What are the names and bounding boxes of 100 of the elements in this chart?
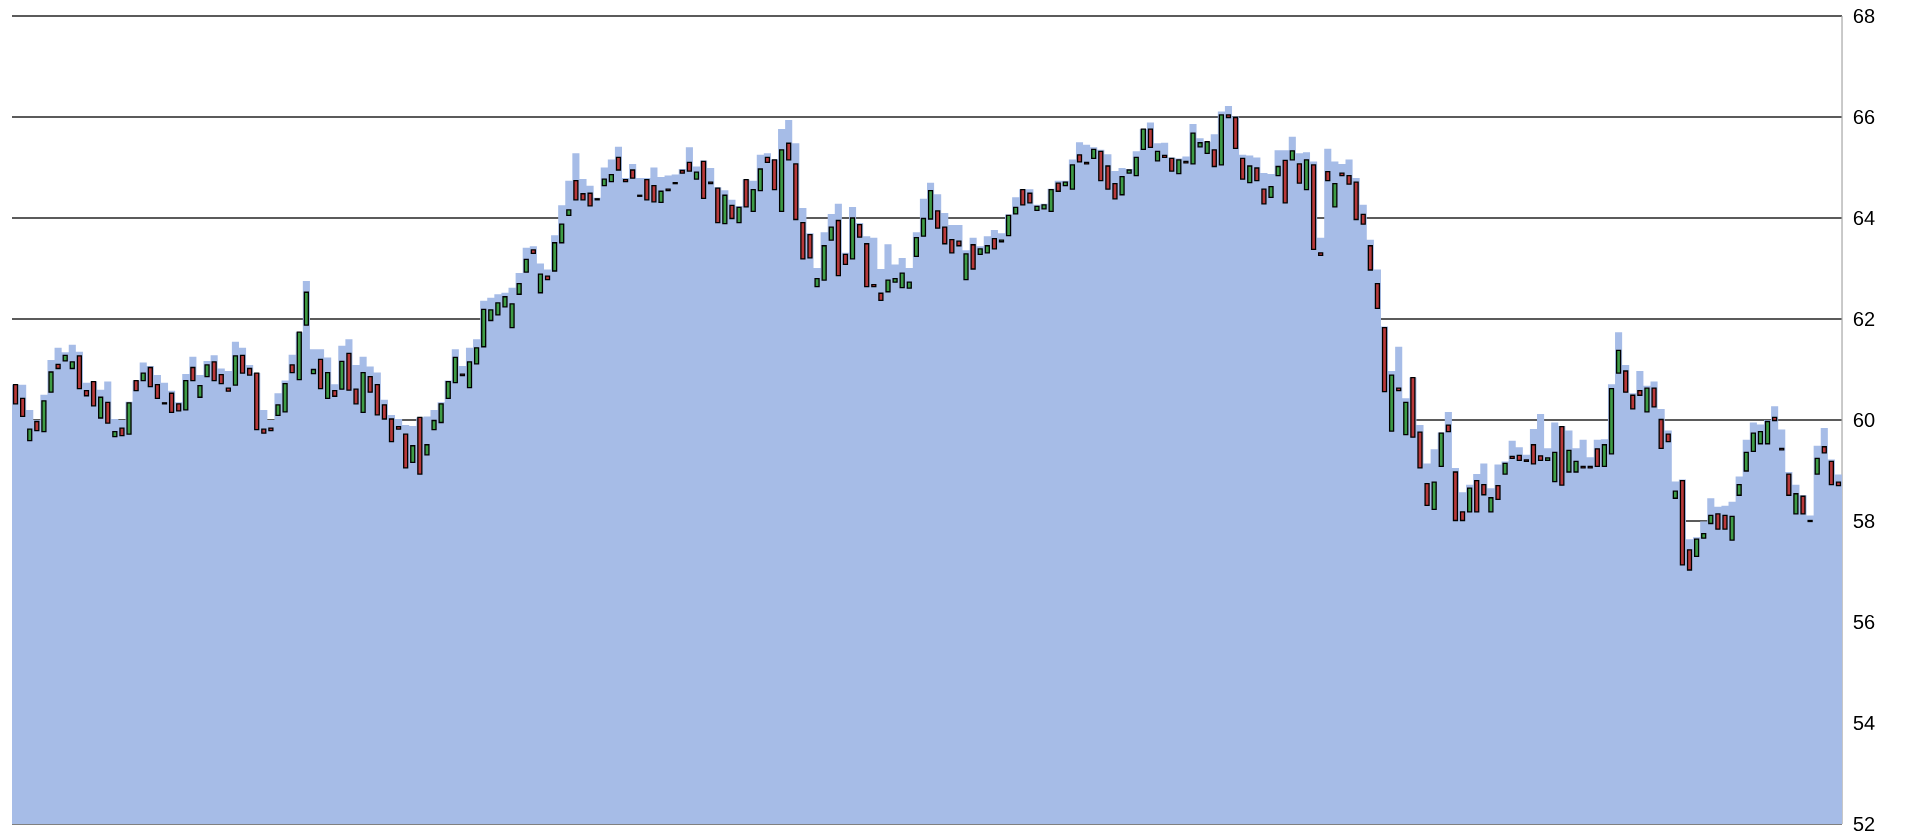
candlestick (1502, 462, 1508, 475)
candlestick (239, 354, 246, 374)
candlestick (864, 243, 870, 288)
candlestick (1133, 156, 1139, 177)
candlestick (615, 156, 622, 171)
candlestick (665, 188, 671, 192)
candlestick (1240, 157, 1246, 180)
candlestick (83, 390, 90, 397)
candlestick (906, 281, 912, 289)
y-tick-label: 56 (1853, 614, 1875, 630)
candlestick (168, 392, 175, 414)
candlestick (856, 223, 863, 238)
candlestick (786, 142, 792, 161)
candlestick (325, 371, 331, 399)
candlestick (913, 237, 920, 258)
candlestick (757, 168, 763, 192)
candlestick (1587, 465, 1593, 469)
candlestick (977, 248, 983, 256)
candlestick (261, 428, 267, 434)
candlestick (1126, 169, 1132, 174)
candlestick (1594, 448, 1600, 468)
candlestick (1814, 457, 1820, 475)
candlestick (112, 430, 118, 438)
candlestick (424, 444, 430, 456)
candlestick (559, 223, 565, 244)
candlestick (523, 258, 529, 273)
candlestick (637, 194, 643, 197)
candlestick (1310, 164, 1317, 250)
candlestick (1552, 451, 1558, 483)
candlestick (1693, 538, 1700, 557)
candlestick (388, 418, 395, 443)
candlestick (1821, 446, 1827, 454)
candlestick (1282, 159, 1288, 204)
candlestick (835, 219, 841, 277)
candlestick (303, 291, 309, 326)
candlestick (374, 383, 380, 416)
candlestick (147, 366, 153, 388)
candlestick (1069, 164, 1076, 190)
candlestick (1303, 159, 1310, 191)
candlestick (403, 433, 409, 469)
candlestick (41, 400, 47, 433)
candlestick (27, 428, 33, 442)
candlestick (1530, 444, 1537, 465)
candlestick (1098, 150, 1104, 182)
candlestick (601, 178, 607, 187)
candlestick (927, 190, 934, 220)
candlestick (1055, 182, 1061, 192)
candlestick (544, 275, 551, 281)
candlestick (12, 383, 19, 405)
candlestick (98, 396, 104, 419)
candlestick (1140, 128, 1146, 150)
candlestick (1211, 149, 1217, 168)
candlestick (1204, 141, 1210, 154)
candlestick (594, 198, 600, 201)
candlestick (871, 284, 877, 288)
y-tick-label: 62 (1853, 311, 1875, 327)
candlestick (1658, 418, 1664, 449)
candlestick (1062, 181, 1068, 187)
candlestick (1424, 482, 1430, 506)
candlestick (34, 420, 40, 432)
candlestick (991, 238, 998, 250)
candlestick (225, 387, 231, 392)
candlestick (268, 427, 274, 432)
candlestick (395, 425, 402, 430)
candlestick (133, 379, 139, 392)
candlestick (1835, 481, 1842, 487)
candlestick (793, 163, 799, 221)
candlestick (942, 226, 948, 245)
candlestick (332, 390, 338, 397)
y-tick-label: 68 (1853, 8, 1875, 24)
candlestick (1076, 154, 1083, 163)
candlestick (339, 360, 345, 390)
candlestick (1169, 157, 1175, 172)
candlestick (622, 178, 629, 183)
candlestick (1005, 214, 1012, 237)
candlestick (140, 372, 146, 382)
y-tick-label: 66 (1853, 109, 1875, 125)
candlestick (693, 171, 700, 180)
candlestick (310, 368, 317, 375)
candlestick (161, 402, 168, 405)
candlestick (1474, 479, 1480, 513)
candlestick (197, 385, 203, 398)
candlestick (1388, 374, 1395, 432)
y-tick-label: 60 (1853, 412, 1875, 428)
candlestick (1091, 148, 1097, 160)
candlestick (466, 361, 473, 389)
candlestick (1516, 454, 1522, 462)
candlestick (289, 364, 295, 374)
candlestick (842, 253, 849, 266)
candlestick (1176, 159, 1182, 175)
candlestick (1537, 455, 1544, 462)
y-tick-label: 54 (1853, 716, 1875, 730)
candlestick (1332, 183, 1338, 208)
candlestick (516, 282, 522, 295)
candlestick (878, 292, 884, 301)
candlestick (1623, 370, 1629, 393)
candlestick (1559, 425, 1565, 486)
candlestick (1466, 487, 1473, 513)
candlestick (1828, 460, 1835, 486)
candlestick (488, 309, 494, 322)
